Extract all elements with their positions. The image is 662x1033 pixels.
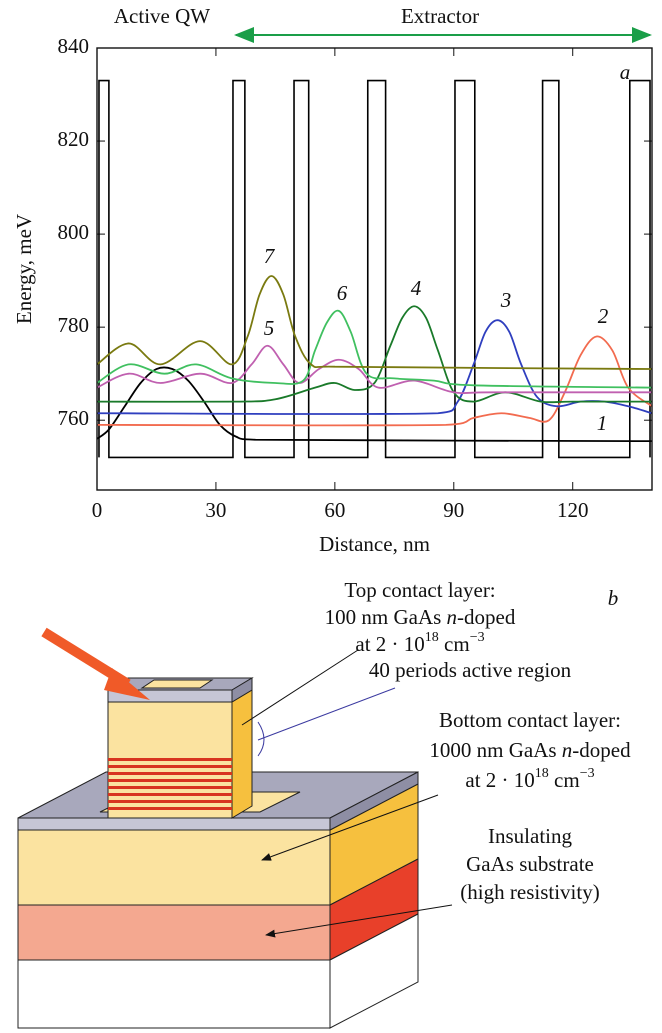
panel-label: a (620, 60, 631, 84)
text-part: 1000 nm GaAs (429, 738, 561, 762)
substrate-text: (high resistivity) (460, 880, 599, 904)
text-part: -doped (457, 605, 516, 629)
curve-label: 5 (264, 316, 275, 340)
x-tick-label: 60 (324, 498, 345, 522)
substrate-text: GaAs substrate (466, 852, 594, 876)
bottom-contact-text: at 2 · 1018 cm−3 (465, 766, 594, 792)
active-region-label: 40 periods active region (369, 658, 572, 682)
text-part: Bottom contact layer: (439, 708, 621, 732)
x-tick-label: 30 (205, 498, 226, 522)
text-part: GaAs substrate (466, 852, 594, 876)
text-part: n (562, 738, 573, 762)
text-part: 100 nm GaAs (325, 605, 447, 629)
text-part: Top contact layer: (344, 578, 495, 602)
text-part: -doped (572, 738, 631, 762)
text-part: −3 (470, 630, 485, 645)
y-tick-label: 760 (58, 406, 90, 430)
curve-label: 7 (264, 244, 276, 268)
annotation: Active QW (114, 4, 210, 28)
panel-label: b (608, 586, 619, 610)
y-tick-label: 840 (58, 34, 90, 58)
top-contact-text: Top contact layer: (344, 578, 495, 602)
y-tick-label: 800 (58, 220, 90, 244)
y-tick-label: 780 (58, 313, 90, 337)
text-part: cm (549, 768, 580, 792)
wavefunction (97, 335, 652, 427)
curve-label: 6 (337, 281, 348, 305)
text-part: −3 (580, 766, 595, 781)
text-part: Insulating (488, 824, 572, 848)
y-axis-label: Energy, meV (12, 214, 36, 324)
x-tick-label: 120 (557, 498, 589, 522)
wavefunction (97, 305, 652, 404)
top-contact-text: at 2 · 1018 cm−3 (355, 630, 484, 656)
wavefunction (97, 344, 652, 395)
x-axis-label: Distance, nm (319, 532, 430, 556)
x-tick-label: 0 (92, 498, 103, 522)
bottom-contact-text: Bottom contact layer: (439, 708, 621, 732)
wavefunction (97, 275, 652, 370)
substrate-text: Insulating (488, 824, 572, 848)
annotation: Extractor (401, 4, 479, 28)
top-contact-text: 100 nm GaAs n-doped (325, 605, 516, 629)
text-part: cm (439, 632, 470, 656)
text-part: 18 (535, 766, 549, 781)
text-part: at 2 · 10 (465, 768, 534, 792)
wavefunction (97, 309, 652, 389)
x-tick-label: 90 (443, 498, 464, 522)
text-part: (high resistivity) (460, 880, 599, 904)
y-tick-label: 820 (58, 127, 90, 151)
text-part: at 2 · 10 (355, 632, 424, 656)
curve-label: 3 (500, 288, 512, 312)
plot-frame (96, 47, 653, 491)
potential-profile (98, 79, 651, 459)
wavefunction (97, 366, 652, 443)
curve-label: 2 (598, 304, 609, 328)
bottom-contact-text: 1000 nm GaAs n-doped (429, 738, 631, 762)
text-part: n (447, 605, 458, 629)
device-drawing (17, 27, 652, 1029)
curve-label: 4 (411, 276, 422, 300)
plot-area (97, 79, 652, 459)
text-part: 18 (425, 630, 439, 645)
curve-label: 1 (597, 411, 608, 435)
